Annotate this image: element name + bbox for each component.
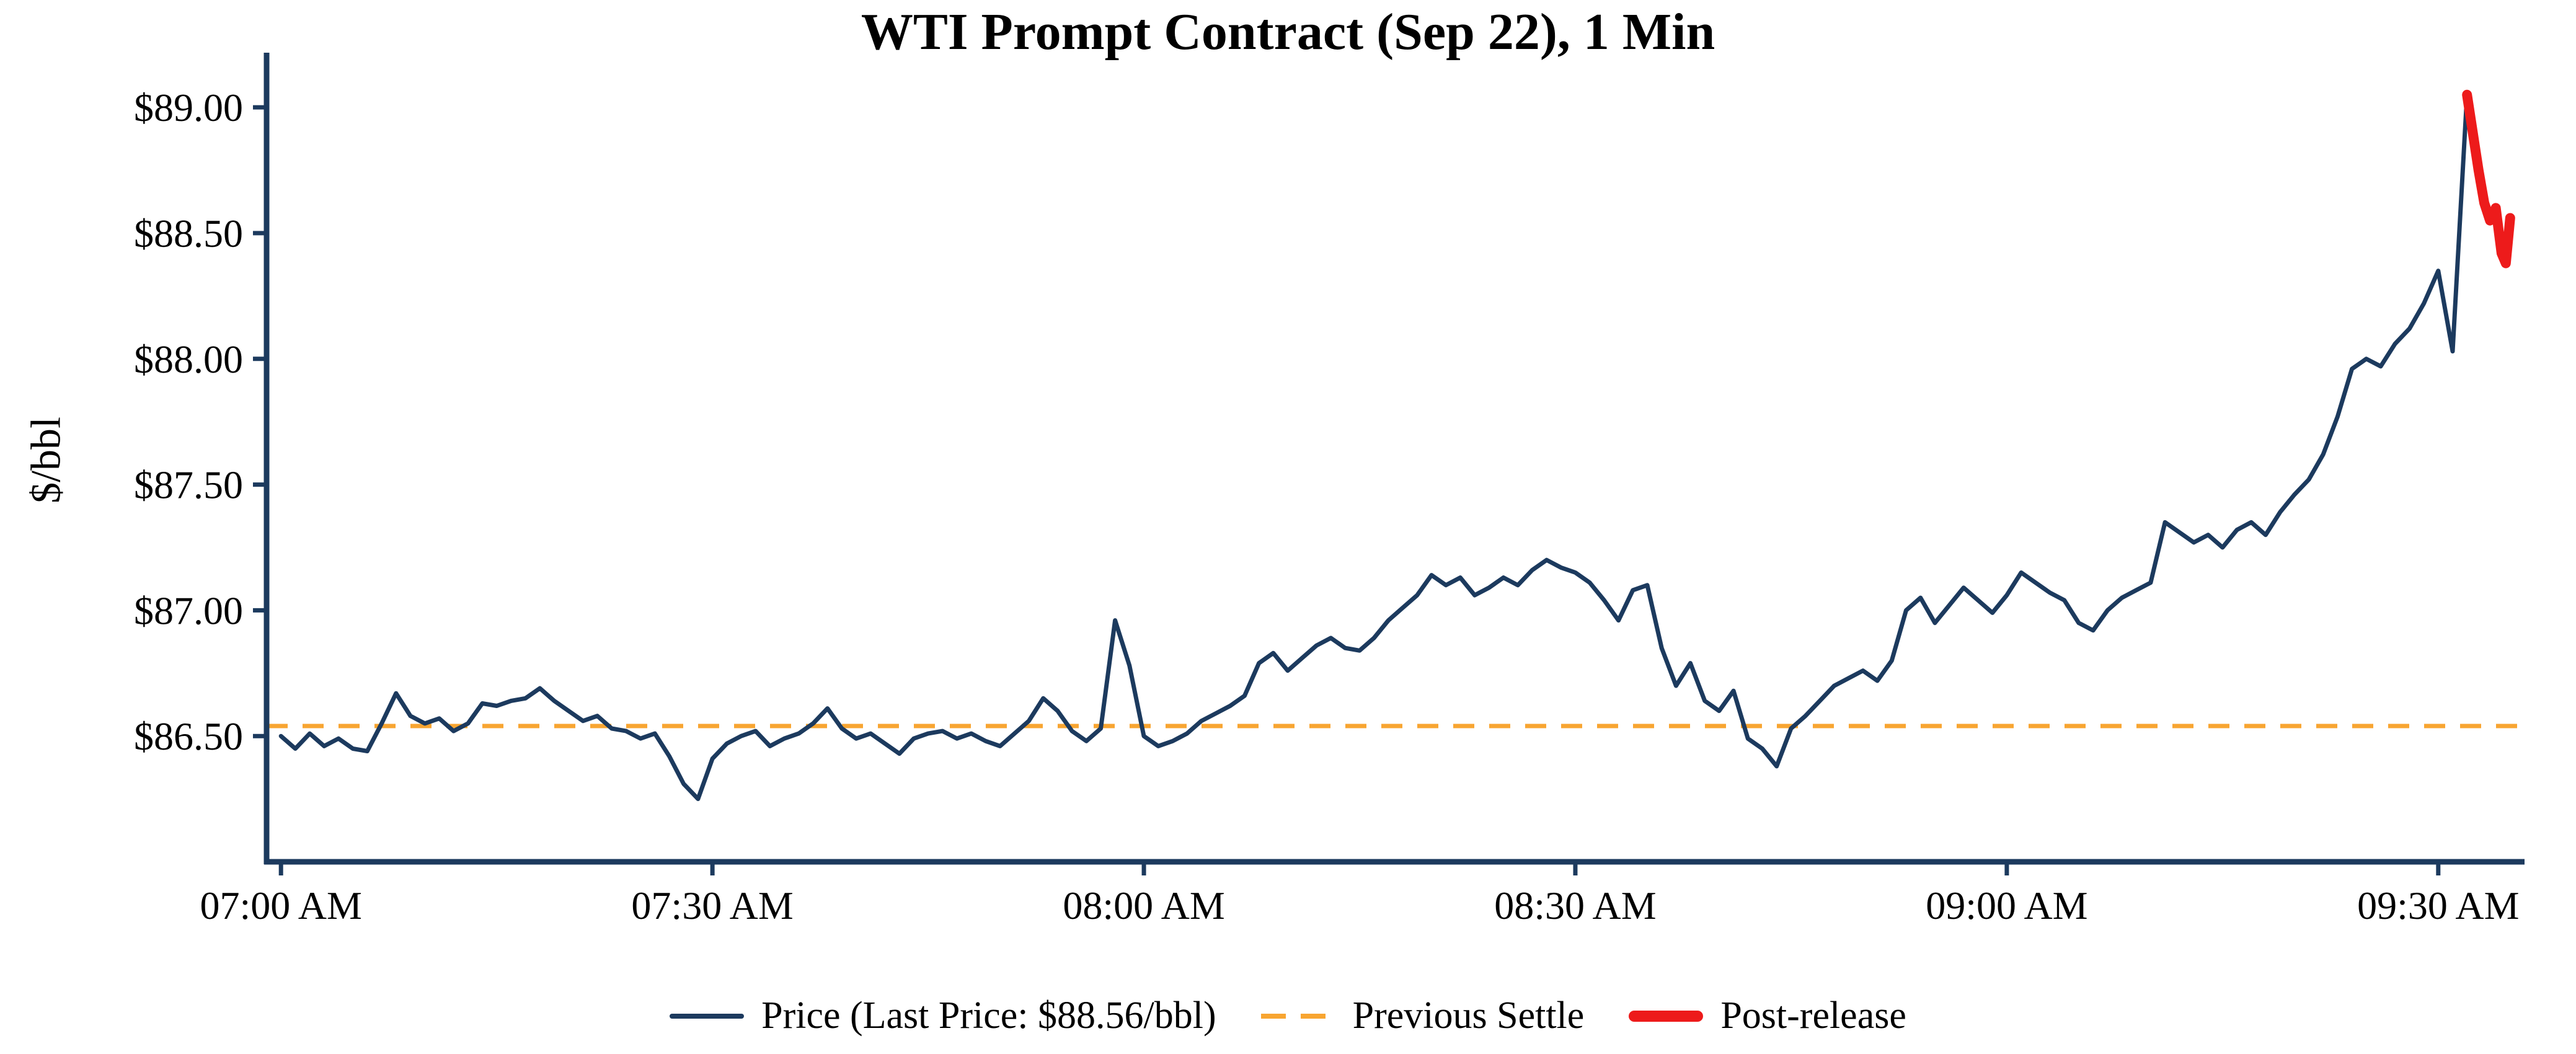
x-tick-label: 09:00 AM	[1926, 884, 2087, 928]
x-tick-label: 08:00 AM	[1063, 884, 1224, 928]
plot-layer: 07:00 AM 07:30 AM 08:00 AM 08:30 AM 09:00 AM…	[134, 53, 2525, 928]
x-tick-label: 08:30 AM	[1494, 884, 1656, 928]
y-tick-label: $88.00	[134, 337, 243, 381]
post-release-swatch	[1629, 1010, 1704, 1022]
y-tick-label: $88.50	[134, 211, 243, 255]
y-tick-label: $89.00	[134, 86, 243, 130]
price-line-swatch	[670, 1013, 745, 1019]
legend: Price (Last Price: $88.56/bbl) Previous …	[0, 994, 2576, 1038]
x-tick-label: 07:00 AM	[200, 884, 362, 928]
legend-item-settle: Previous Settle	[1260, 994, 1585, 1038]
legend-label-post-release: Post-release	[1720, 994, 1906, 1037]
legend-item-post-release: Post-release	[1629, 994, 1906, 1038]
legend-item-price: Price (Last Price: $88.56/bbl)	[670, 994, 1216, 1038]
x-tick-label: 09:30 AM	[2357, 884, 2519, 928]
series-price	[278, 92, 2469, 802]
legend-label-settle: Previous Settle	[1352, 994, 1585, 1037]
x-tick-label: 07:30 AM	[631, 884, 793, 928]
previous-settle-swatch	[1260, 1013, 1335, 1019]
legend-label-price: Price (Last Price: $88.56/bbl)	[761, 994, 1216, 1037]
y-tick-label: $86.50	[134, 714, 243, 758]
series-post-release	[2462, 89, 2515, 268]
y-tick-label: $87.50	[134, 463, 243, 507]
chart-title: WTI Prompt Contract (Sep 22), 1 Min	[861, 3, 1715, 61]
y-tick-label: $87.00	[134, 588, 243, 632]
